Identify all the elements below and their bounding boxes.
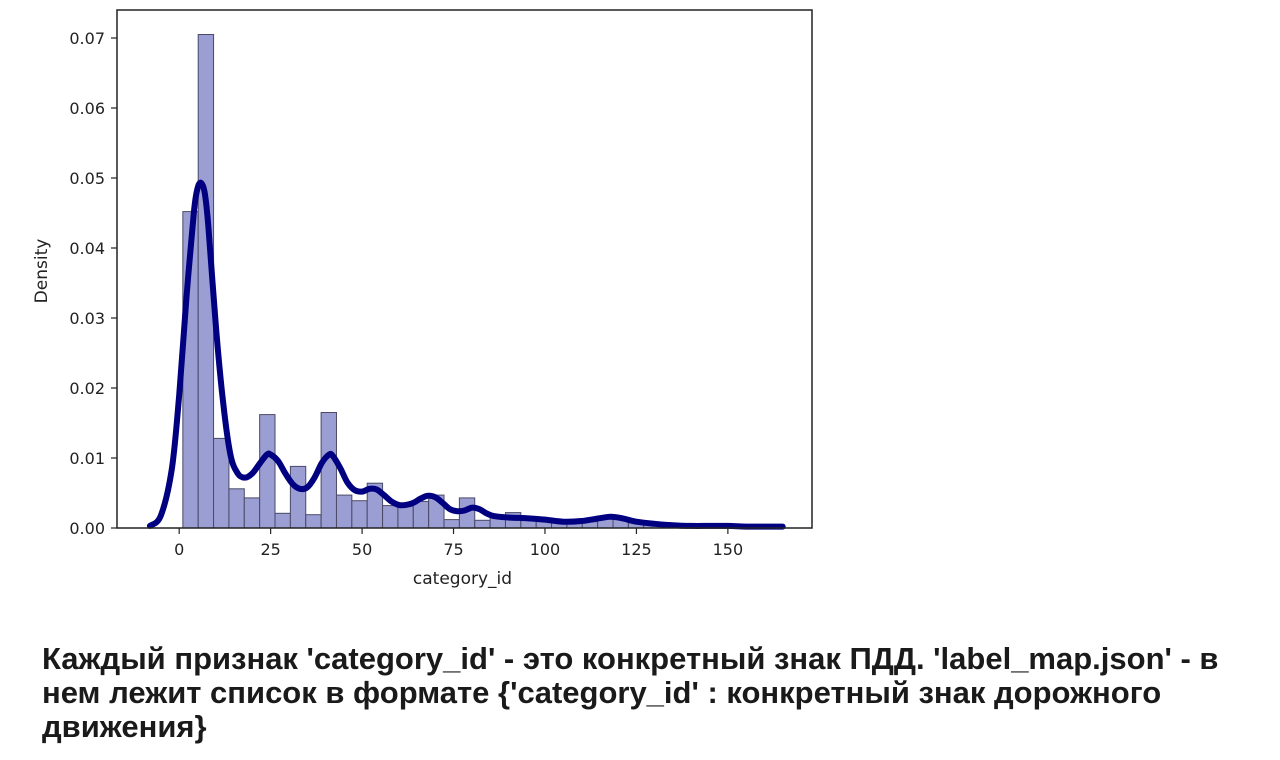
histogram-bar	[243, 497, 261, 529]
histogram-bar	[320, 412, 337, 529]
x-tick-label: 50	[352, 540, 372, 559]
histogram-bar	[228, 488, 245, 529]
x-tick-label: 75	[443, 540, 463, 559]
x-tick-label: 125	[621, 540, 652, 559]
histogram-bar	[213, 437, 230, 529]
histogram-bar	[305, 514, 322, 529]
histogram-bar	[382, 505, 399, 529]
y-tick-label: 0.00	[69, 519, 105, 538]
histogram-bar	[351, 500, 368, 529]
x-axis-ticks: 0 25 50 75 100 125 150	[174, 528, 743, 559]
histogram-bar	[335, 494, 353, 529]
y-axis-label: Density	[32, 239, 52, 304]
axes-frame	[116, 9, 813, 529]
y-tick-label: 0.03	[69, 309, 105, 328]
histogram-bar	[397, 505, 414, 529]
y-tick-label: 0.01	[69, 449, 105, 468]
x-tick-label: 150	[713, 540, 744, 559]
y-axis-ticks: 0.00 0.01 0.02 0.03 0.04 0.05 0.06 0.07	[69, 29, 117, 538]
y-tick-label: 0.07	[69, 29, 105, 48]
histogram-bar	[274, 512, 291, 529]
caption-text: Каждый признак 'category_id' - это конкр…	[42, 641, 1219, 744]
y-tick-label: 0.04	[69, 239, 105, 258]
kde-curve	[146, 179, 786, 530]
x-tick-label: 100	[530, 540, 561, 559]
histogram-bar	[443, 519, 460, 529]
histogram-bar	[259, 414, 276, 529]
y-tick-label: 0.06	[69, 99, 105, 118]
histogram-bar	[412, 500, 430, 529]
y-tick-label: 0.02	[69, 379, 105, 398]
y-tick-label: 0.05	[69, 169, 105, 188]
histogram-bar	[289, 465, 307, 529]
density-histogram-chart: 0 25 50 75 100 125 150 0.000.010.020.030.040.0…	[32, 9, 813, 589]
x-tick-label: 0	[174, 540, 184, 559]
histogram-bar	[474, 519, 491, 529]
x-axis-label: category_id	[413, 569, 512, 589]
x-tick-label: 25	[260, 540, 280, 559]
